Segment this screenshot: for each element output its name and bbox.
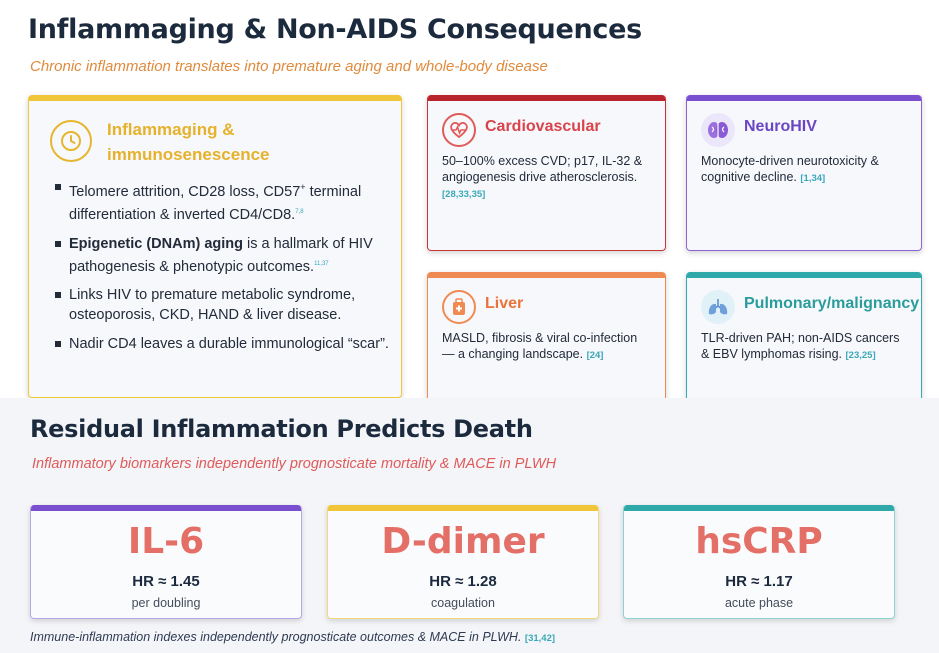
top-section: Inflammaging & Non-AIDS Consequences Chr… xyxy=(28,14,922,402)
biomarker-name: hsCRP xyxy=(695,521,823,562)
reference: 11,37 xyxy=(314,260,329,267)
heart-pulse-icon xyxy=(442,113,476,147)
section2-subtitle: Inflammatory biomarkers independently pr… xyxy=(32,456,557,472)
card-body-text: TLR-driven PAH; non-AIDS cancers & EBV l… xyxy=(701,331,900,361)
biomarker-caption: coagulation xyxy=(431,596,495,610)
bullet-item: Telomere attrition, CD28 loss, CD57+ ter… xyxy=(53,177,389,225)
hscrp-stat-card: hsCRP HR ≈ 1.17 acute phase xyxy=(623,505,895,619)
card-accent-bar xyxy=(428,95,665,101)
neurohiv-card: NeuroHIV Monocyte-driven neurotoxicity &… xyxy=(686,95,922,251)
reference: 7,8 xyxy=(295,208,304,215)
hazard-ratio: HR ≈ 1.28 xyxy=(429,573,497,590)
card-body-text: MASLD, fibrosis & viral co-infection — a… xyxy=(442,331,638,361)
bullet-text: Telomere attrition, CD28 loss, CD57 xyxy=(69,183,301,200)
biomarker-caption: acute phase xyxy=(724,596,794,610)
inflammaging-card: Inflammaging & immunosenescence Telomere… xyxy=(28,95,402,398)
liver-card: Liver MASLD, fibrosis & viral co-infecti… xyxy=(427,272,666,402)
heading-line-2: immunosenescence xyxy=(107,145,270,164)
card-body: TLR-driven PAH; non-AIDS cancers & EBV l… xyxy=(701,330,907,364)
card-heading: NeuroHIV xyxy=(744,118,817,135)
card-heading: Inflammaging & immunosenescence xyxy=(107,117,270,167)
il6-stat-card: IL-6 HR ≈ 1.45 per doubling xyxy=(30,505,302,619)
section1-subtitle: Chronic inflammation translates into pre… xyxy=(30,58,548,75)
bullet-text: is a hallmark of HIV pathogenesis & phen… xyxy=(69,235,373,275)
card-heading: Pulmonary/malignancy xyxy=(744,295,920,312)
biomarker-name: D-dimer xyxy=(381,521,545,562)
card-heading: Cardiovascular xyxy=(485,118,601,135)
card-accent-bar xyxy=(31,505,301,511)
biomarker-name: IL-6 xyxy=(127,521,205,562)
brain-icon xyxy=(701,113,735,147)
bullet-text: Nadir CD4 leaves a durable immunological… xyxy=(69,336,389,353)
card-accent-bar xyxy=(687,272,921,278)
lungs-icon xyxy=(701,290,735,324)
card-accent-bar xyxy=(29,95,401,101)
bullet-item: Epigenetic (DNAm) aging is a hallmark of… xyxy=(53,234,389,277)
card-accent-bar xyxy=(328,505,598,511)
bullet-bold-text: Epigenetic (DNAm) aging xyxy=(69,235,244,252)
hazard-ratio: HR ≈ 1.17 xyxy=(725,573,793,590)
card-body-text: 50–100% excess CVD; p17, IL-32 & angioge… xyxy=(442,154,643,184)
bullet-list: Telomere attrition, CD28 loss, CD57+ ter… xyxy=(53,177,389,363)
bullet-text: terminal differentiation & inverted CD4/… xyxy=(69,183,362,223)
medical-kit-icon xyxy=(442,290,476,324)
card-heading: Liver xyxy=(485,295,524,312)
card-accent-bar xyxy=(428,272,665,278)
bullet-item: Nadir CD4 leaves a durable immunological… xyxy=(53,334,389,354)
card-accent-bar xyxy=(624,505,894,511)
reference: [31,42] xyxy=(524,633,556,644)
card-body: 50–100% excess CVD; p17, IL-32 & angioge… xyxy=(442,153,651,203)
card-body: MASLD, fibrosis & viral co-infection — a… xyxy=(442,330,651,364)
d-dimer-stat-card: D-dimer HR ≈ 1.28 coagulation xyxy=(327,505,599,619)
clock-icon xyxy=(50,120,92,162)
reference: [28,33,35] xyxy=(442,189,486,200)
card-accent-bar xyxy=(687,95,921,101)
reference: [24] xyxy=(586,350,604,361)
bullet-text: Links HIV to premature metabolic syndrom… xyxy=(69,287,356,324)
section2-title: Residual Inflammation Predicts Death xyxy=(30,415,533,443)
footnote: Immune-inflammation indexes independentl… xyxy=(30,630,555,644)
footnote-text: Immune-inflammation indexes independentl… xyxy=(30,630,522,644)
superscript: + xyxy=(300,182,306,192)
card-body-text: Monocyte-driven neurotoxicity & cognitiv… xyxy=(701,154,879,184)
reference: [1,34] xyxy=(800,173,826,184)
reference: [23,25] xyxy=(845,350,876,361)
card-body: Monocyte-driven neurotoxicity & cognitiv… xyxy=(701,153,907,187)
cardiovascular-card: Cardiovascular 50–100% excess CVD; p17, … xyxy=(427,95,666,251)
hazard-ratio: HR ≈ 1.45 xyxy=(132,573,200,590)
pulmonary-card: Pulmonary/malignancy TLR-driven PAH; non… xyxy=(686,272,922,402)
section1-title: Inflammaging & Non-AIDS Consequences xyxy=(28,14,642,45)
heading-line-1: Inflammaging & xyxy=(107,120,235,139)
biomarker-caption: per doubling xyxy=(131,596,201,610)
bullet-item: Links HIV to premature metabolic syndrom… xyxy=(53,285,389,325)
